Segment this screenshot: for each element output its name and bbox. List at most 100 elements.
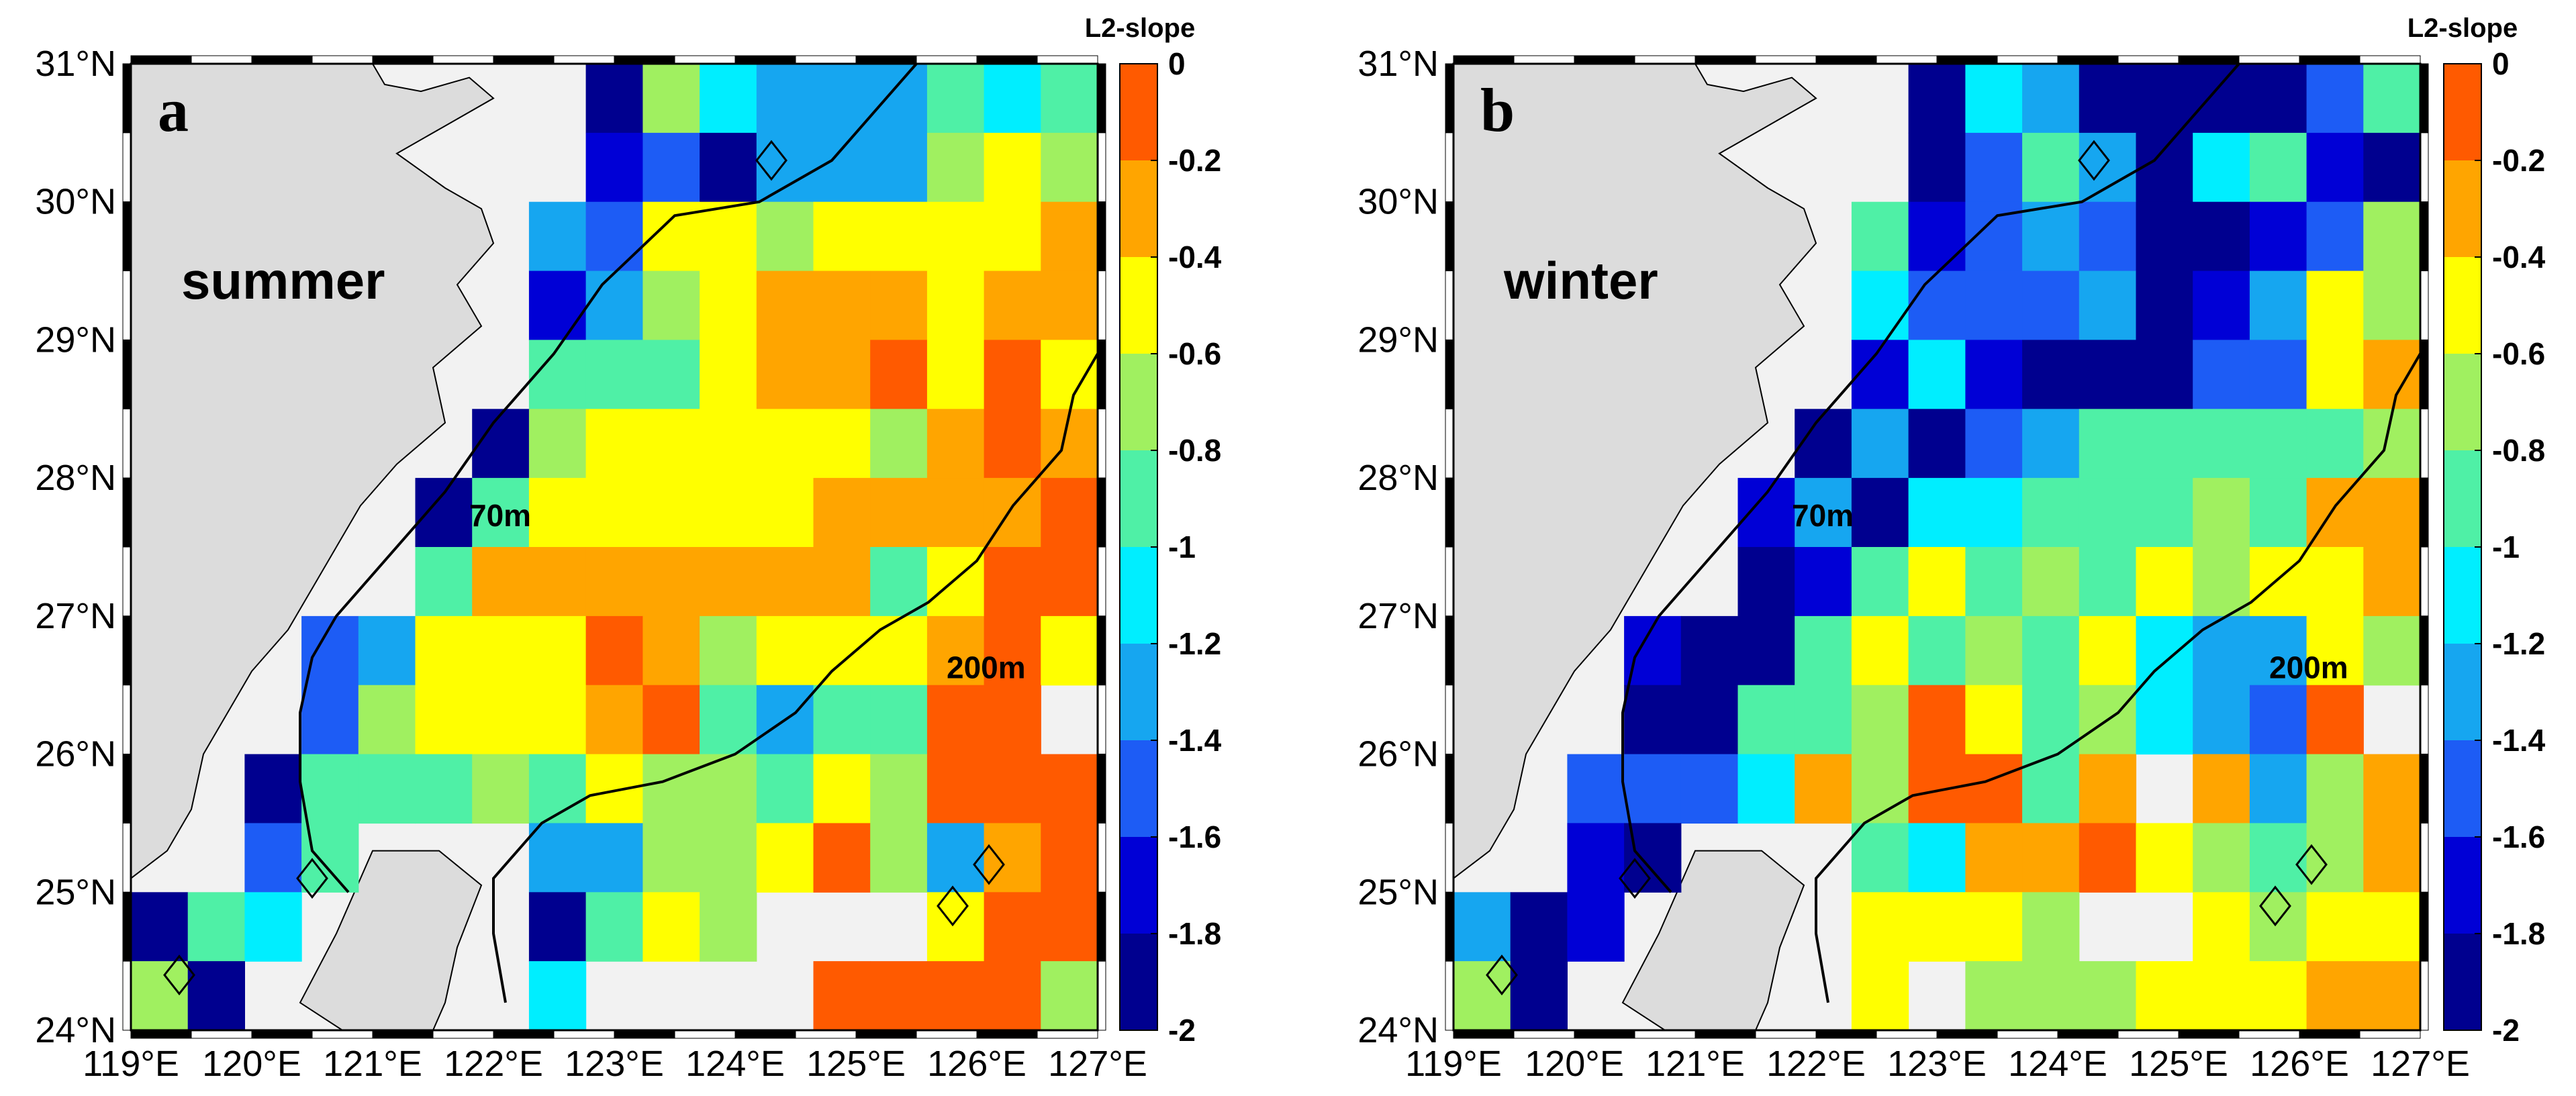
grid-cell [1567, 892, 1625, 962]
frame-tick [855, 55, 917, 64]
grid-cell [870, 823, 928, 893]
grid-cell [756, 270, 814, 341]
lon-tick-label: 123°E [565, 1044, 664, 1084]
colorbar-tick-label: -0.8 [2492, 433, 2545, 468]
grid-cell [2079, 340, 2137, 409]
frame-tick [2238, 1030, 2300, 1039]
island-contour [973, 844, 1005, 885]
frame-tick [1513, 55, 1575, 64]
grid-cell [642, 892, 700, 962]
grid-cell [813, 132, 871, 203]
grid-cell [187, 961, 245, 1031]
frame-tick [553, 1030, 615, 1039]
frame-tick [1634, 55, 1696, 64]
grid-cell [813, 547, 871, 617]
frame-tick [2420, 754, 2429, 824]
frame-tick [2057, 1030, 2119, 1039]
grid-cell [756, 754, 814, 824]
grid-cell [1908, 892, 1966, 962]
grid-cell [1737, 754, 1795, 824]
grid-cell [528, 615, 587, 686]
grid-cell [1510, 961, 1568, 1031]
colorbar-tick-label: -1.6 [1168, 819, 1221, 854]
grid-cell [1795, 547, 1852, 617]
grid-cell [870, 754, 928, 824]
colorbar-tick-label: -0.8 [1168, 433, 1221, 468]
grid-cell [1908, 615, 1966, 686]
grid-cell [528, 409, 587, 479]
grid-cell [2306, 270, 2364, 341]
lon-tick-label: 123°E [1887, 1044, 1987, 1084]
grid-cell [472, 478, 530, 548]
frame-tick [2420, 891, 2429, 962]
grid-cell [2249, 961, 2307, 1031]
grid-cell [756, 478, 814, 548]
frame-tick [795, 1030, 857, 1039]
grid-cell [244, 892, 302, 962]
grid-cell [2079, 64, 2137, 134]
grid-cell [2193, 685, 2250, 755]
grid-cell [1851, 685, 1909, 755]
grid-cell [926, 270, 985, 341]
grid-cell [1041, 961, 1098, 1031]
frame-tick [1445, 546, 1454, 617]
colorbar-tick-label: -1.8 [2492, 916, 2545, 951]
frame-tick [1097, 63, 1106, 134]
grid-cell [2363, 478, 2421, 548]
grid-cell [1041, 64, 1098, 134]
frame-tick [2420, 615, 2429, 686]
frame-tick [312, 1030, 373, 1039]
grid-cell [1851, 201, 1909, 272]
island-contour [2295, 844, 2328, 885]
grid-cell [528, 270, 587, 341]
grid-cell [2249, 823, 2307, 893]
colorbar-tick-label: -2 [1168, 1013, 1196, 1048]
frame-tick [1876, 55, 1938, 64]
colorbar-swatch [1120, 644, 1157, 741]
grid-cell [1851, 270, 1909, 341]
grid-cell [244, 823, 302, 893]
grid-cell [1908, 132, 1966, 203]
frame-tick [130, 55, 192, 64]
frame-tick [1936, 1030, 1998, 1039]
grid-cell [1851, 961, 1909, 1031]
grid-cell [2249, 409, 2307, 479]
frame-tick [2299, 55, 2360, 64]
frame-tick [1097, 339, 1106, 409]
frame-tick [1097, 891, 1106, 962]
grid-cell [1908, 754, 1966, 824]
frame-tick [1755, 1030, 1817, 1039]
grid-cell [984, 409, 1041, 479]
grid-cell [2363, 547, 2421, 617]
grid-cell [1795, 685, 1852, 755]
frame-tick [122, 408, 132, 479]
grid-cell [2022, 270, 2080, 341]
frame-tick [2238, 55, 2300, 64]
grid-cell [1965, 340, 2023, 409]
grid-cell [1737, 547, 1795, 617]
grid-cell [2193, 961, 2250, 1031]
grid-cell [528, 892, 587, 962]
frame-tick [2420, 477, 2429, 548]
frame-tick [122, 339, 132, 409]
grid-cell [700, 478, 757, 548]
grid-cell [585, 754, 643, 824]
grid-cell [813, 201, 871, 272]
frame-tick [614, 55, 675, 64]
frame-tick [1097, 685, 1106, 755]
grid-cell [1965, 892, 2023, 962]
frame-tick [1097, 132, 1106, 203]
grid-cell [700, 409, 757, 479]
grid-cell [1851, 340, 1909, 409]
map-frame [130, 62, 1099, 1032]
frame-tick [1445, 63, 1454, 134]
island-contour [296, 858, 328, 899]
grid-cell [528, 754, 587, 824]
grid-cell [1624, 685, 1682, 755]
colorbar-tick-label: -1 [2492, 530, 2520, 564]
frame-tick [432, 55, 494, 64]
grid-cell [585, 547, 643, 617]
frame-tick [2359, 1030, 2421, 1039]
